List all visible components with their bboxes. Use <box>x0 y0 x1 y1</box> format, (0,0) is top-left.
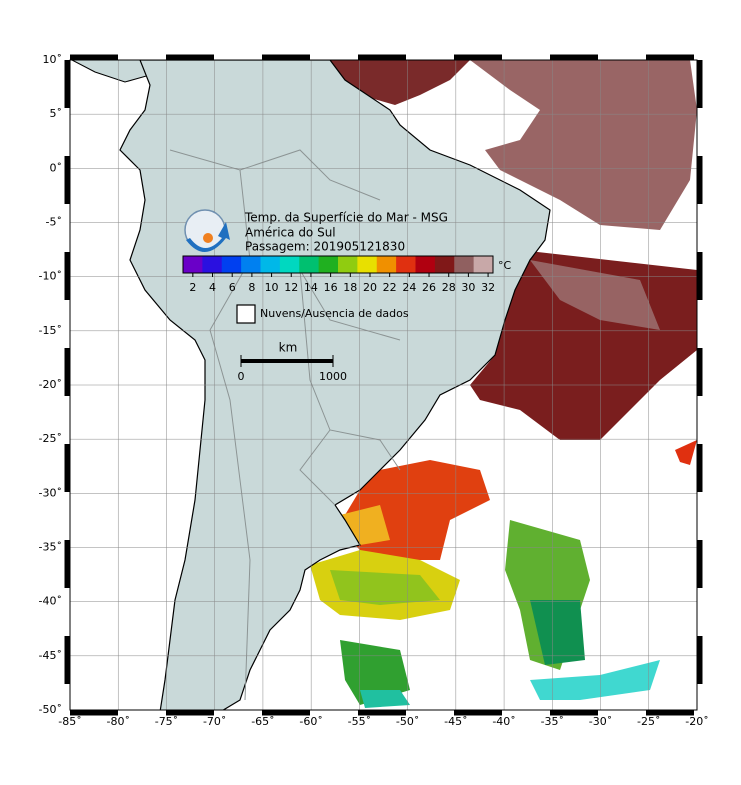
colorbar-swatch <box>396 256 416 273</box>
logo-arrow <box>186 222 230 253</box>
x-tick-label: -20˚ <box>685 715 708 728</box>
x-tick-label: -30˚ <box>589 715 612 728</box>
y-tick-label: -10˚ <box>39 270 62 283</box>
colorbar-tick-label: 6 <box>229 281 236 294</box>
colorbar-swatch <box>473 256 494 273</box>
x-tick-label: -85˚ <box>58 715 81 728</box>
scale-bar: 0 1000 <box>238 355 347 383</box>
y-tick-label: -35˚ <box>39 541 62 554</box>
colorbar-swatch <box>338 256 358 273</box>
frame-ticks <box>64 54 703 716</box>
sst-patch <box>340 640 410 705</box>
x-tick-label: -45˚ <box>444 715 467 728</box>
scale-line <box>241 359 333 363</box>
sst-patch <box>530 600 585 665</box>
x-tick-label: -60˚ <box>299 715 322 728</box>
y-tick-label: -25˚ <box>39 432 62 445</box>
colorbar-swatch <box>415 256 436 273</box>
legend-label: Nuvens/Ausencia de dados <box>260 307 409 320</box>
sst-patch <box>360 690 410 708</box>
frame <box>69 59 698 711</box>
colorbar-tick-label: 12 <box>284 281 298 294</box>
colorbar-tick-label: 26 <box>422 281 436 294</box>
colorbar-tick-label: 18 <box>343 281 357 294</box>
colorbar-swatch <box>183 256 203 273</box>
colorbar-tick-label: 10 <box>265 281 279 294</box>
colorbar-tick-label: 24 <box>402 281 416 294</box>
title: Temp. da Superfície do Mar - MSG <box>244 211 448 225</box>
y-tick-label: 0˚ <box>50 161 63 174</box>
y-tick-label: -45˚ <box>39 649 62 662</box>
sst-patch <box>675 440 697 465</box>
sst-layer <box>310 60 697 708</box>
sst-patch <box>530 660 660 700</box>
colorbar-tick-label: 2 <box>189 281 196 294</box>
sst-patch <box>530 260 660 330</box>
colorbar-swatch <box>260 256 281 273</box>
colorbar-tick-label: 4 <box>209 281 216 294</box>
colorbar-swatch <box>357 256 378 273</box>
colorbar-tick-label: 32 <box>481 281 495 294</box>
colorbar-swatch <box>221 256 242 273</box>
y-tick-label: -5˚ <box>46 216 62 229</box>
pass: Passagem: 201905121830 <box>245 240 405 254</box>
logo <box>184 209 230 253</box>
y-tick-label: -40˚ <box>39 595 62 608</box>
colorbar-swatch <box>299 256 320 273</box>
colorbar-swatch <box>376 256 397 273</box>
colorbar-tick-label: 16 <box>324 281 338 294</box>
scale-unit: km <box>279 341 298 355</box>
x-tick-label: -65˚ <box>251 715 274 728</box>
x-tick-label: -80˚ <box>106 715 129 728</box>
colorbar-swatch <box>454 256 475 273</box>
x-tick-label: -55˚ <box>348 715 371 728</box>
y-tick-label: -20˚ <box>39 378 62 391</box>
region: América do Sul <box>245 226 336 240</box>
colorbar-tick-label: 30 <box>461 281 475 294</box>
legend-swatch <box>236 304 256 324</box>
colorbar-unit: °C <box>498 259 512 272</box>
central-america <box>71 60 151 83</box>
colorbar: 2 4 6 8 10 12 14 16 18 20 22 24 26 28 30 32 <box>182 255 495 294</box>
y-tick-label: 10˚ <box>43 53 63 66</box>
colorbar-tick-label: 8 <box>248 281 255 294</box>
x-tick-label: -50˚ <box>396 715 419 728</box>
colorbar-swatch <box>318 256 339 273</box>
sst-patch <box>340 505 390 545</box>
colorbar-tick-label: 22 <box>383 281 397 294</box>
logo-sun <box>203 233 213 243</box>
colorbar-swatch <box>202 256 223 273</box>
colorbar-tick-label: 14 <box>304 281 318 294</box>
colorbar-swatch <box>434 256 455 273</box>
scale-label: 1000 <box>319 370 347 383</box>
x-tick-label: -35˚ <box>541 715 564 728</box>
y-tick-label: 5˚ <box>50 107 63 120</box>
x-tick-label: -40˚ <box>492 715 515 728</box>
x-tick-label: -70˚ <box>203 715 226 728</box>
sst-patch <box>330 570 440 605</box>
colorbar-tick-label: 20 <box>363 281 377 294</box>
x-tick-label: -25˚ <box>637 715 660 728</box>
colorbar-swatch <box>241 256 261 273</box>
sst-patch <box>470 60 697 230</box>
y-tick-label: -50˚ <box>39 703 62 716</box>
y-tick-label: -15˚ <box>39 324 62 337</box>
scale-label: 0 <box>238 370 245 383</box>
colorbar-frame <box>182 255 494 274</box>
y-tick-label: -30˚ <box>39 486 62 499</box>
colorbar-swatch <box>279 256 300 273</box>
x-tick-label: -75˚ <box>155 715 178 728</box>
colorbar-tick-label: 28 <box>442 281 456 294</box>
